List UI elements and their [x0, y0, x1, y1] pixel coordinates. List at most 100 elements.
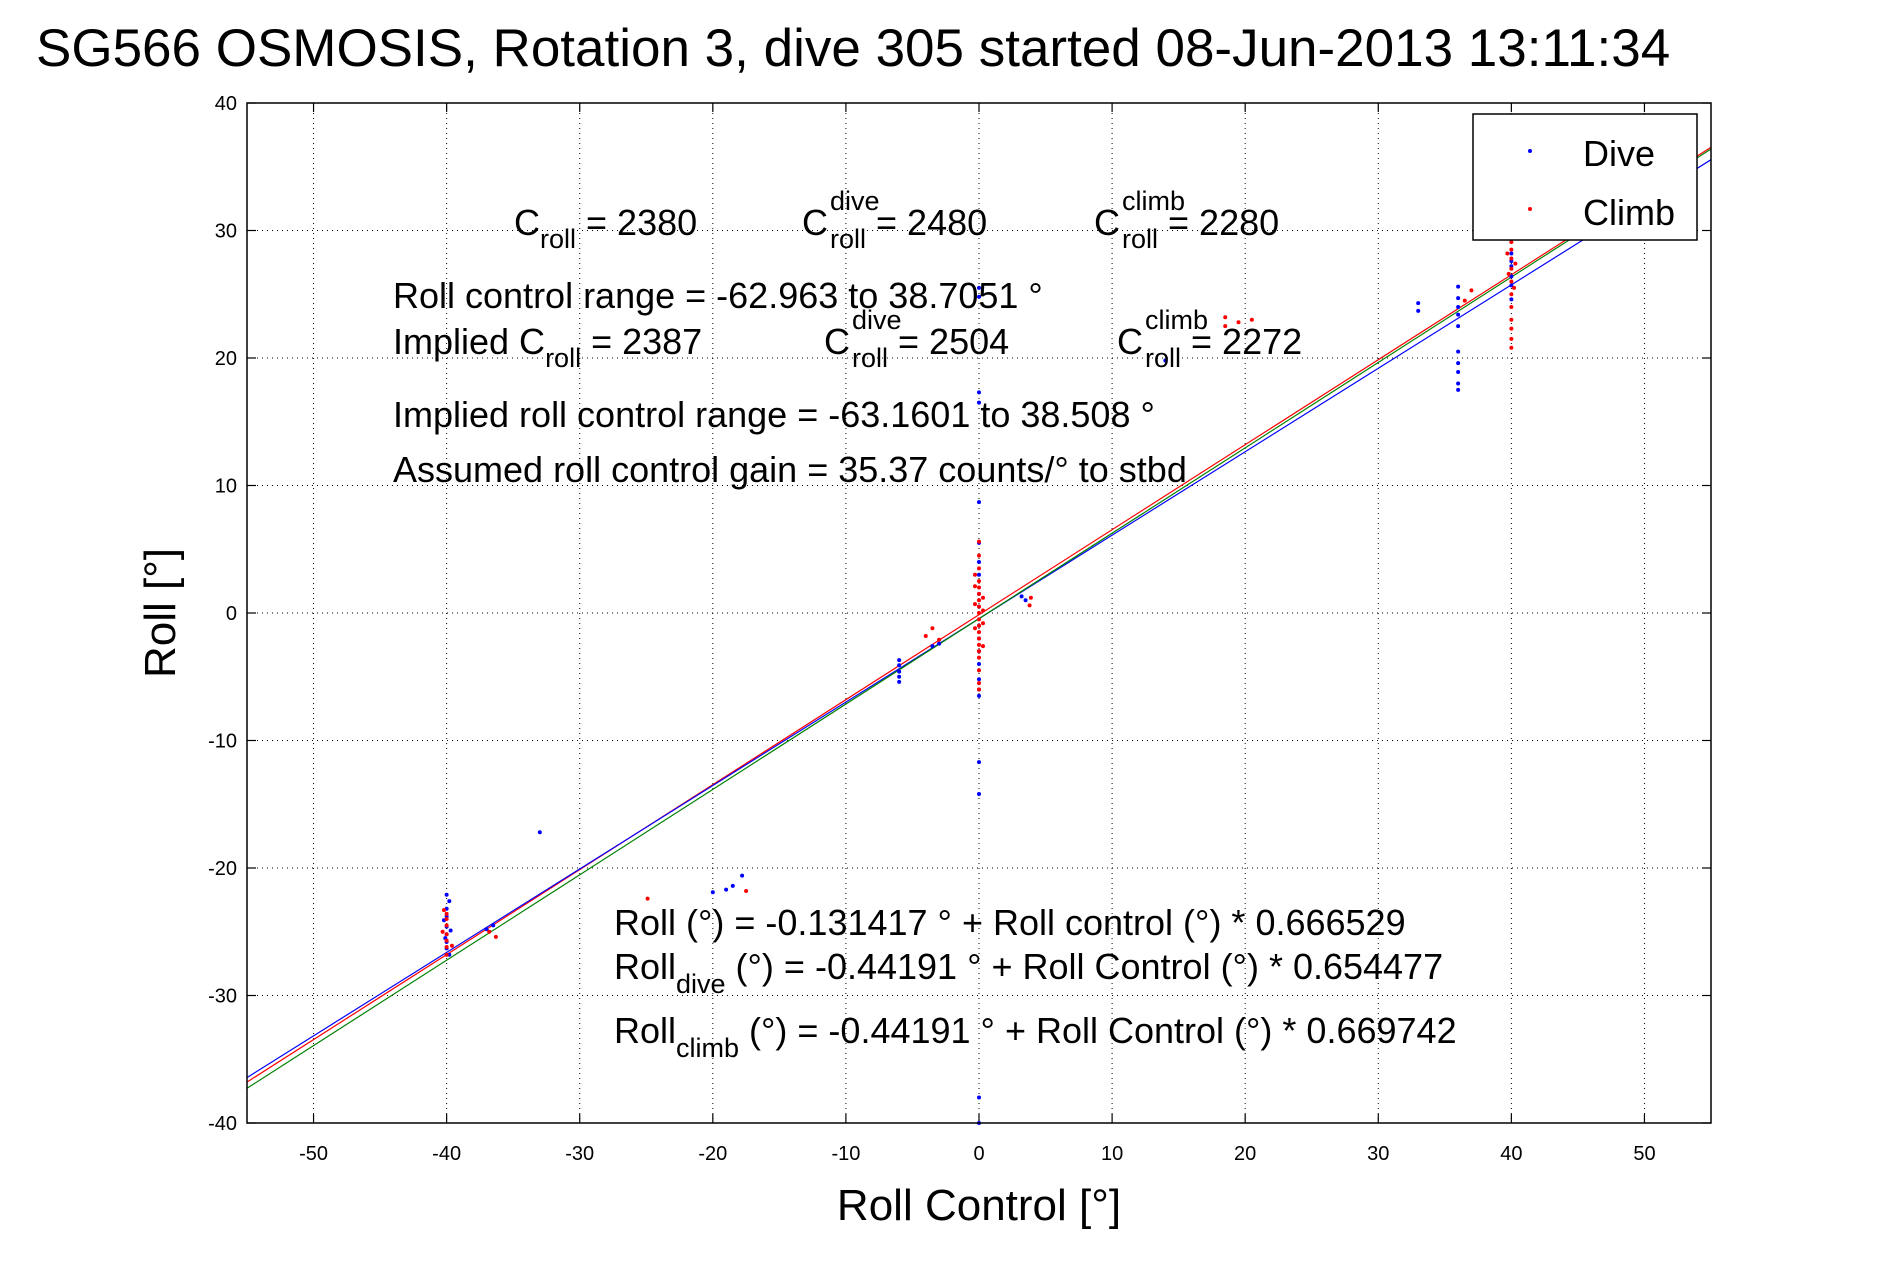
climb-point — [973, 626, 978, 631]
dive-point — [977, 500, 981, 505]
climb-point — [1509, 279, 1514, 284]
climb-point — [744, 888, 749, 893]
dive-point — [977, 677, 981, 682]
climb-point — [973, 602, 978, 607]
climb-point — [977, 553, 981, 558]
dive-point — [977, 760, 981, 765]
annotation-croll-climb: Cclimb roll = 2280 — [1094, 186, 1279, 254]
climb-point — [645, 896, 650, 901]
chart-title: SG566 OSMOSIS, Rotation 3, dive 305 star… — [36, 19, 1670, 78]
dive-point — [977, 1095, 981, 1100]
climb-point — [1513, 261, 1518, 266]
climb-point — [444, 952, 449, 957]
y-tick-label: -20 — [208, 858, 237, 880]
climb-point — [977, 681, 981, 686]
dive-point — [977, 693, 981, 698]
dive-point — [977, 294, 981, 299]
dive-point — [740, 873, 745, 878]
annotation-croll-dive: Cdive roll = 2480 — [802, 186, 987, 254]
climb-point — [1509, 305, 1514, 309]
climb-point — [977, 630, 981, 635]
climb-point — [1249, 317, 1254, 322]
x-tick-label: -50 — [299, 1143, 328, 1165]
climb-point — [980, 621, 985, 626]
dive-point — [897, 679, 902, 684]
climb-point — [493, 934, 498, 939]
y-tick-label: -40 — [208, 1113, 237, 1135]
climb-point — [980, 595, 985, 600]
climb-point — [449, 943, 454, 948]
climb-point — [977, 591, 981, 596]
dive-point — [1456, 312, 1461, 317]
climb-point — [1223, 315, 1228, 320]
climb-point — [977, 668, 981, 673]
y-tick-label: 0 — [226, 603, 237, 625]
legend-box — [1472, 113, 1698, 241]
dive-point — [897, 663, 902, 668]
x-tick-label: -40 — [432, 1143, 461, 1165]
legend-marker-dive — [1528, 149, 1532, 153]
climb-point — [977, 623, 981, 628]
dive-point — [1416, 301, 1421, 306]
dive-point — [1456, 349, 1461, 354]
dive-point — [1509, 297, 1514, 302]
climb-point — [977, 655, 981, 660]
dive-point — [897, 674, 902, 679]
dive-point — [977, 792, 981, 797]
dive-point — [484, 927, 489, 932]
annotation-fit-all: Roll (°) = -0.131417 ° + Roll control (°… — [614, 902, 1406, 943]
legend-marker-climb — [1528, 207, 1532, 211]
dive-point — [1456, 324, 1461, 329]
climb-point — [1512, 285, 1517, 290]
y-tick-label: 40 — [215, 93, 237, 115]
climb-point — [977, 604, 981, 609]
climb-point — [1509, 239, 1514, 244]
x-tick-label: -20 — [698, 1143, 727, 1165]
climb-point — [973, 572, 978, 577]
plot-frame — [246, 102, 1712, 1124]
climb-point — [1236, 320, 1241, 325]
dive-point — [537, 830, 542, 835]
legend-label-dive: Dive — [1583, 133, 1655, 174]
y-tick-label: 20 — [215, 348, 237, 370]
annotation-implied-dive: Cdive roll = 2504 — [824, 305, 1009, 373]
dive-point — [977, 572, 981, 577]
dive-point — [1456, 381, 1461, 386]
climb-point — [980, 608, 985, 613]
climb-point — [977, 611, 981, 615]
climb-point — [1028, 595, 1033, 600]
dive-point — [977, 560, 981, 564]
climb-point — [444, 938, 449, 943]
dive-point — [1456, 305, 1461, 309]
climb-point — [1462, 298, 1467, 303]
y-tick-label: -10 — [208, 731, 237, 753]
climb-point — [1027, 603, 1032, 608]
climb-point — [923, 633, 928, 638]
data-points — [440, 228, 1518, 1125]
dive-point — [1509, 251, 1514, 256]
climb-point — [1509, 345, 1514, 350]
axis-ticks: -50 -40 -30 -20 -10 0 10 20 30 40 50 -40 -30 -20 -10 0 1… — [208, 93, 1711, 1165]
dive-point — [491, 923, 496, 928]
climb-point — [977, 566, 981, 571]
dive-point — [1019, 594, 1024, 599]
dive-point — [1416, 308, 1421, 313]
climb-point — [444, 911, 449, 916]
annotations: Croll = 2380 Cdive roll = 2480 Cclimb roll… — [393, 186, 1457, 1063]
legend: Dive Climb — [1472, 113, 1698, 241]
annotation-croll: Croll = 2380 — [514, 202, 697, 254]
x-tick-label: 20 — [1234, 1143, 1256, 1165]
climb-point — [1509, 292, 1514, 297]
climb-point — [444, 945, 449, 950]
climb-point — [1506, 271, 1511, 276]
annotation-range: Roll control range = -62.963 to 38.7051 … — [393, 275, 1043, 316]
dive-point — [448, 928, 453, 933]
dive-point — [710, 890, 715, 895]
climb-point — [440, 929, 445, 934]
dive-point — [930, 644, 935, 649]
dive-point — [1023, 598, 1028, 603]
x-tick-label: 50 — [1633, 1143, 1655, 1165]
dive-point — [1456, 284, 1461, 289]
dive-point — [977, 662, 981, 666]
